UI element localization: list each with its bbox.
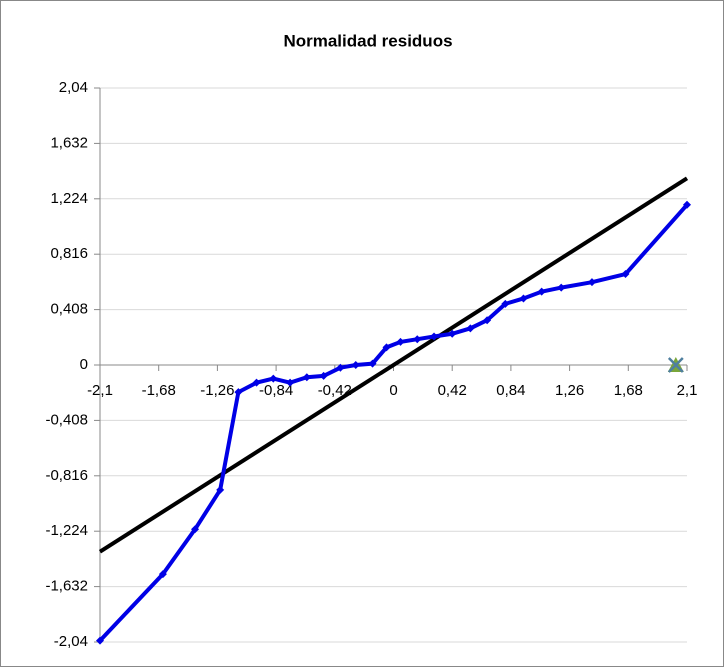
y-tick-label: 0,816 — [50, 245, 88, 262]
point — [158, 570, 167, 579]
y-tick-label: -1,224 — [45, 522, 88, 539]
y-tick-label: 1,224 — [50, 190, 88, 207]
point — [667, 357, 684, 373]
point — [252, 378, 261, 387]
point — [448, 329, 457, 338]
point — [269, 374, 278, 383]
point — [286, 378, 295, 387]
point — [537, 287, 546, 296]
chart-title: Normalidad residuos — [283, 31, 452, 50]
x-tick-label: 2,1 — [677, 382, 698, 399]
point — [519, 294, 528, 303]
x-tick-label: 0,42 — [438, 382, 467, 399]
point — [336, 363, 345, 372]
y-tick-label: -2,04 — [54, 633, 88, 650]
point — [368, 359, 377, 368]
point — [557, 283, 566, 292]
point — [216, 485, 225, 494]
y-tick-label: 1,632 — [50, 134, 88, 151]
y-tick-label: 2,04 — [59, 79, 88, 96]
point — [483, 316, 492, 325]
x-tick-label: -1,68 — [142, 382, 176, 399]
x-tick-label: 0 — [389, 382, 397, 399]
series-line — [98, 176, 689, 554]
point — [191, 525, 200, 534]
y-tick-label: 0 — [80, 356, 88, 373]
point — [302, 373, 311, 382]
point — [430, 332, 439, 341]
point — [587, 278, 596, 287]
point — [319, 371, 328, 380]
point — [621, 270, 630, 279]
x-tick-label: 1,68 — [614, 382, 643, 399]
point — [683, 200, 691, 209]
point — [413, 335, 422, 344]
point — [234, 388, 243, 397]
point — [466, 324, 475, 333]
x-tick-label: -0,84 — [259, 382, 293, 399]
point — [96, 636, 104, 645]
point — [501, 299, 510, 308]
x-tick-label: 0,84 — [496, 382, 525, 399]
y-tick-label: -0,816 — [45, 467, 88, 484]
point — [396, 337, 405, 346]
point — [351, 361, 360, 369]
point — [382, 343, 391, 352]
x-tick-label: -2,1 — [87, 382, 113, 399]
x-tick-label: 1,26 — [555, 382, 584, 399]
y-tick-label: -1,632 — [45, 578, 88, 595]
y-tick-label: 0,408 — [50, 301, 88, 318]
y-tick-label: -0,408 — [45, 411, 88, 428]
x-tick-label: -1,26 — [200, 382, 234, 399]
